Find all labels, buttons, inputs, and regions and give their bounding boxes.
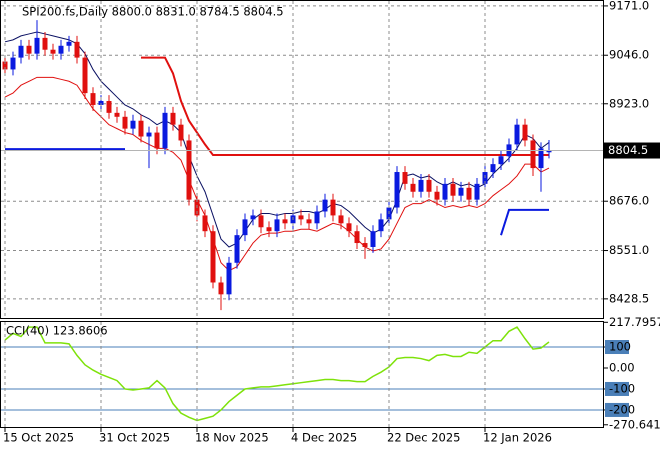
candle-body	[10, 57, 16, 70]
y-tick-label: 0.00	[609, 360, 635, 374]
y-tick-label: 100	[609, 340, 631, 354]
cci-panel-title: CCI(40) 123.8606	[6, 324, 108, 338]
candle-body	[266, 227, 272, 232]
candle-body	[154, 132, 160, 149]
candle-body	[346, 223, 352, 232]
candle-body	[218, 282, 224, 295]
candle-body	[242, 219, 248, 236]
candle-body	[330, 199, 336, 216]
y-tick-label: 217.7957	[609, 315, 660, 329]
candle-body	[498, 156, 504, 165]
candle-body	[458, 187, 464, 196]
candle-body	[178, 124, 184, 141]
candle-body	[282, 219, 288, 224]
candle-body	[442, 183, 448, 200]
y-tick-label: 8676.0	[609, 194, 649, 208]
candle-body	[146, 132, 152, 137]
candle-body	[354, 231, 360, 244]
price-panel-frame	[0, 0, 604, 319]
level-label-box	[605, 340, 629, 355]
candle-body	[394, 172, 400, 208]
x-tick-label: 12 Jan 2026	[483, 431, 552, 445]
candle-body	[26, 45, 32, 54]
candle-body	[98, 101, 104, 105]
candle-body	[426, 179, 432, 192]
candle-body	[90, 93, 96, 105]
candle-body	[122, 116, 128, 129]
level-label-box	[605, 381, 629, 396]
panel-layer: 9171.0 9046.0 8923.0 8676.0 8551.0 8428.5 8804…	[1, 0, 660, 311]
y-tick-label: -200	[609, 402, 635, 416]
candle-body	[530, 140, 536, 169]
candle-body	[210, 231, 216, 283]
candle-body	[434, 191, 440, 200]
candle-body	[370, 231, 376, 247]
candle-body	[82, 57, 88, 94]
y-tick-label: 8551.0	[609, 243, 649, 257]
x-tick-label: 15 Oct 2025	[3, 431, 74, 445]
x-tick-label: 18 Nov 2025	[195, 431, 269, 445]
candle-body	[362, 243, 368, 247]
candle-body	[58, 45, 64, 54]
candle-body	[306, 219, 312, 224]
candle-body	[490, 164, 496, 173]
candle-body	[74, 41, 80, 58]
candle-body	[474, 183, 480, 200]
y-tick-label: -270.6415	[609, 417, 660, 431]
candle-body	[202, 215, 208, 232]
level-label-box	[605, 402, 629, 417]
candle-body	[466, 187, 472, 200]
candle-body	[410, 183, 416, 192]
cci-panel-frame	[0, 321, 604, 428]
candle-body	[34, 37, 40, 54]
candle-body	[18, 45, 24, 58]
price-label-box	[604, 142, 660, 159]
candle-body	[170, 112, 176, 125]
y-tick-label: 8428.5	[609, 291, 649, 305]
candle-body	[402, 172, 408, 184]
candle-body	[378, 219, 384, 232]
candle-body	[130, 120, 136, 129]
candle-body	[114, 112, 120, 117]
candle-body	[298, 215, 304, 220]
candle-body	[258, 215, 264, 228]
candle-body	[234, 235, 240, 263]
candle-body	[322, 199, 328, 212]
y-tick-label: 8923.0	[609, 96, 649, 110]
indicator-line	[141, 56, 549, 157]
candle-body	[42, 37, 48, 50]
candle-body	[314, 211, 320, 224]
indicator-line	[500, 208, 549, 236]
candle-body	[538, 148, 544, 169]
candle-body	[162, 112, 168, 149]
candle-body	[66, 41, 72, 46]
candle-body	[138, 120, 144, 137]
y-tick-label: 9046.0	[609, 48, 649, 62]
candle-body	[450, 183, 456, 196]
candle-body	[522, 124, 528, 141]
indicator-line	[4, 326, 550, 422]
price-panel-title: SPI200.fs,Daily 8800.0 8831.0 8784.5 880…	[22, 5, 284, 19]
candle-body	[338, 215, 344, 224]
candle-body	[50, 49, 56, 54]
x-tick-label: 31 Oct 2025	[99, 431, 170, 445]
y-tick-label: -100	[609, 381, 635, 395]
candle-body	[546, 150, 552, 153]
candle-body	[226, 262, 232, 295]
candle-body	[250, 215, 256, 220]
candle-body	[186, 140, 192, 200]
candle-body	[514, 124, 520, 145]
x-tick-label: 22 Dec 2025	[387, 431, 460, 445]
x-tick-label: 4 Dec 2025	[291, 431, 357, 445]
candle-body	[274, 219, 280, 232]
candle-body	[106, 101, 112, 113]
candle-body	[418, 179, 424, 192]
candle-body	[2, 61, 8, 70]
price-label: 8804.5	[608, 143, 648, 157]
y-tick-label: 9171.0	[609, 0, 649, 12]
